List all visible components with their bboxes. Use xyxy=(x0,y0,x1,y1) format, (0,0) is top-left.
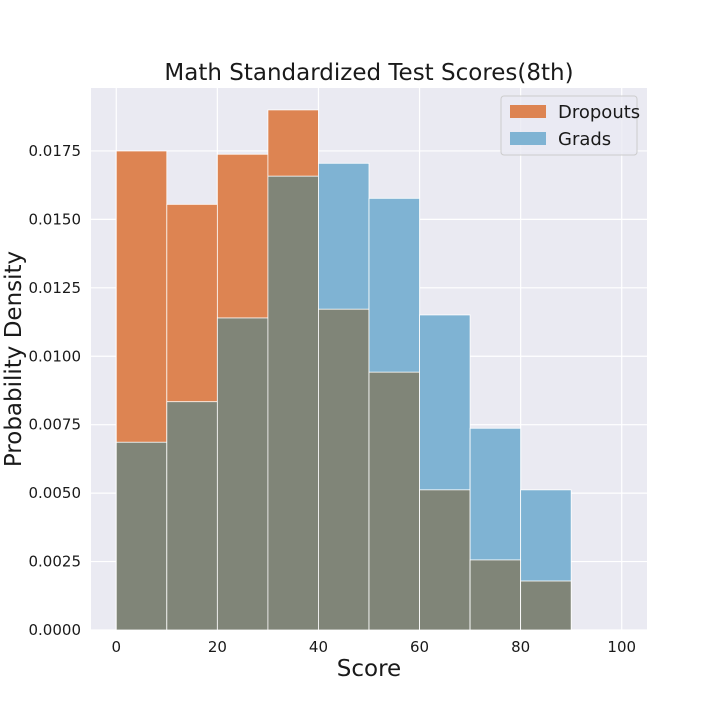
chart-title: Math Standardized Test Scores(8th) xyxy=(164,60,573,86)
y-tick-label: 0.0175 xyxy=(29,142,82,160)
bar-grads xyxy=(166,401,218,631)
y-tick-label: 0.0025 xyxy=(29,553,82,571)
bar-dropouts xyxy=(368,371,420,631)
y-tick-label: 0.0125 xyxy=(29,279,82,297)
bars xyxy=(115,109,572,631)
x-tick-label: 100 xyxy=(607,638,636,656)
bar-grads xyxy=(267,175,319,631)
x-tick-label: 60 xyxy=(410,638,429,656)
y-tick-label: 0.0075 xyxy=(29,416,82,434)
y-tick-label: 0.0150 xyxy=(29,210,82,228)
bar-dropouts xyxy=(419,489,471,631)
bar-dropouts xyxy=(520,580,572,631)
x-tick-label: 0 xyxy=(111,638,121,656)
x-axis-title: Score xyxy=(337,656,401,682)
bar-grads xyxy=(115,441,168,631)
bar-dropouts xyxy=(469,559,522,631)
y-tick-label: 0.0000 xyxy=(29,621,82,639)
x-tick-label: 80 xyxy=(511,638,530,656)
x-tick-label: 40 xyxy=(309,638,328,656)
legend-label-dropouts: Dropouts xyxy=(558,102,640,123)
x-tick-label: 20 xyxy=(208,638,227,656)
y-tick-label: 0.0100 xyxy=(29,347,82,365)
legend-swatch-grads xyxy=(510,132,546,145)
y-axis-title: Probability Density xyxy=(1,251,27,467)
bar-grads xyxy=(216,317,269,631)
tick-labels: 0 20 40 60 80 100 0.0000 0.0025 0.0050 0.0075 0.01… xyxy=(29,142,637,656)
legend-swatch-dropouts xyxy=(510,105,546,118)
legend-label-grads: Grads xyxy=(558,129,611,150)
bar-dropouts xyxy=(318,308,370,631)
legend: Dropouts Grads xyxy=(500,95,640,156)
y-tick-label: 0.0050 xyxy=(29,484,82,502)
